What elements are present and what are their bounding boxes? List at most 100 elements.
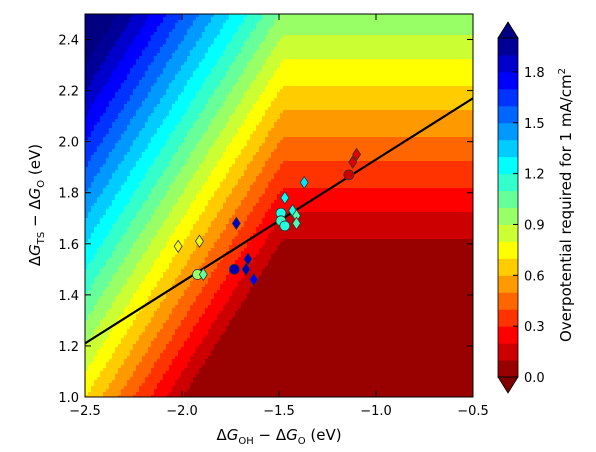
contour-cell — [88, 320, 92, 324]
contour-cell — [88, 365, 92, 369]
contour-cell — [88, 107, 92, 111]
contour-cell — [121, 335, 125, 339]
contour-cell — [127, 368, 131, 372]
contour-cell — [112, 59, 116, 63]
contour-cell — [100, 89, 104, 93]
contour-cell — [112, 86, 116, 90]
contour-cell — [109, 194, 113, 198]
contour-cell — [109, 281, 113, 285]
contour-cell — [88, 62, 92, 66]
contour-cell — [97, 206, 101, 210]
contour-cell — [109, 113, 113, 117]
contour-cell — [94, 365, 98, 369]
contour-cell — [130, 227, 134, 231]
contour-cell — [85, 257, 89, 261]
contour-cell — [115, 173, 119, 177]
contour-cell — [136, 101, 140, 105]
contour-cell — [115, 290, 119, 294]
contour-cell — [133, 128, 137, 132]
contour-cell — [133, 260, 137, 264]
contour-cell — [103, 266, 107, 270]
contour-cell — [118, 104, 122, 108]
contour-cell — [109, 362, 113, 366]
contour-cell — [124, 29, 128, 33]
contour-cell — [112, 56, 116, 60]
contour-cell — [97, 107, 101, 111]
contour-cell — [127, 74, 131, 78]
contour-cell — [130, 107, 134, 111]
contour-cell — [121, 209, 125, 213]
contour-cell — [103, 116, 107, 120]
contour-cell — [85, 23, 89, 27]
contour-cell — [133, 347, 137, 351]
contour-cell — [91, 395, 95, 397]
contour-cell — [88, 65, 92, 69]
contour-cell — [121, 392, 125, 396]
contour-cell — [136, 44, 140, 48]
contour-cell — [115, 197, 119, 201]
contour-cell — [94, 44, 98, 48]
contour-cell — [106, 392, 110, 396]
contour-cell — [97, 308, 101, 312]
contour-cell — [130, 80, 134, 84]
contour-cell — [100, 239, 104, 243]
contour-cell — [103, 350, 107, 354]
contour-cell — [133, 14, 137, 18]
contour-cell — [103, 320, 107, 324]
contour-cell — [94, 380, 98, 384]
contour-cell — [118, 203, 122, 207]
contour-cell — [109, 86, 113, 90]
contour-cell — [112, 227, 116, 231]
contour-cell — [94, 275, 98, 279]
contour-cell — [109, 221, 113, 225]
contour-cell — [94, 107, 98, 111]
contour-cell — [109, 167, 113, 171]
contour-cell — [115, 350, 119, 354]
contour-cell — [106, 41, 110, 45]
contour-cell — [109, 59, 113, 63]
contour-cell — [94, 155, 98, 159]
contour-cell — [115, 239, 119, 243]
contour-cell — [124, 41, 128, 45]
contour-cell — [121, 296, 125, 300]
contour-cell — [88, 200, 92, 204]
contour-cell — [127, 236, 131, 240]
contour-cell — [127, 230, 131, 234]
contour-cell — [124, 128, 128, 132]
contour-cell — [94, 299, 98, 303]
contour-cell — [124, 161, 128, 165]
contour-cell — [133, 194, 137, 198]
contour-cell — [127, 359, 131, 363]
contour-cell — [109, 257, 113, 261]
contour-cell — [133, 230, 137, 234]
contour-cell — [115, 80, 119, 84]
contour-cell — [115, 29, 119, 33]
contour-cell — [103, 179, 107, 183]
contour-cell — [133, 140, 137, 144]
contour-cell — [115, 119, 119, 123]
contour-cell — [127, 179, 131, 183]
contour-cell — [127, 338, 131, 342]
contour-cell — [112, 185, 116, 189]
contour-cell — [121, 185, 125, 189]
contour-cell — [85, 263, 89, 267]
contour-cell — [130, 386, 134, 390]
contour-cell — [106, 74, 110, 78]
contour-cell — [112, 26, 116, 30]
contour-cell — [121, 116, 125, 120]
contour-cell — [136, 257, 140, 261]
contour-cell — [130, 59, 134, 63]
contour-cell — [127, 290, 131, 294]
contour-cell — [100, 47, 104, 51]
contour-cell — [127, 86, 131, 90]
contour-cell — [136, 134, 140, 138]
contour-cell — [94, 212, 98, 216]
contour-cell — [103, 26, 107, 30]
contour-cell — [109, 350, 113, 354]
contour-cell — [118, 266, 122, 270]
contour-cell — [94, 83, 98, 87]
contour-cell — [127, 389, 131, 393]
contour-cell — [130, 197, 134, 201]
contour-cell — [88, 14, 92, 18]
contour-cell — [88, 359, 92, 363]
